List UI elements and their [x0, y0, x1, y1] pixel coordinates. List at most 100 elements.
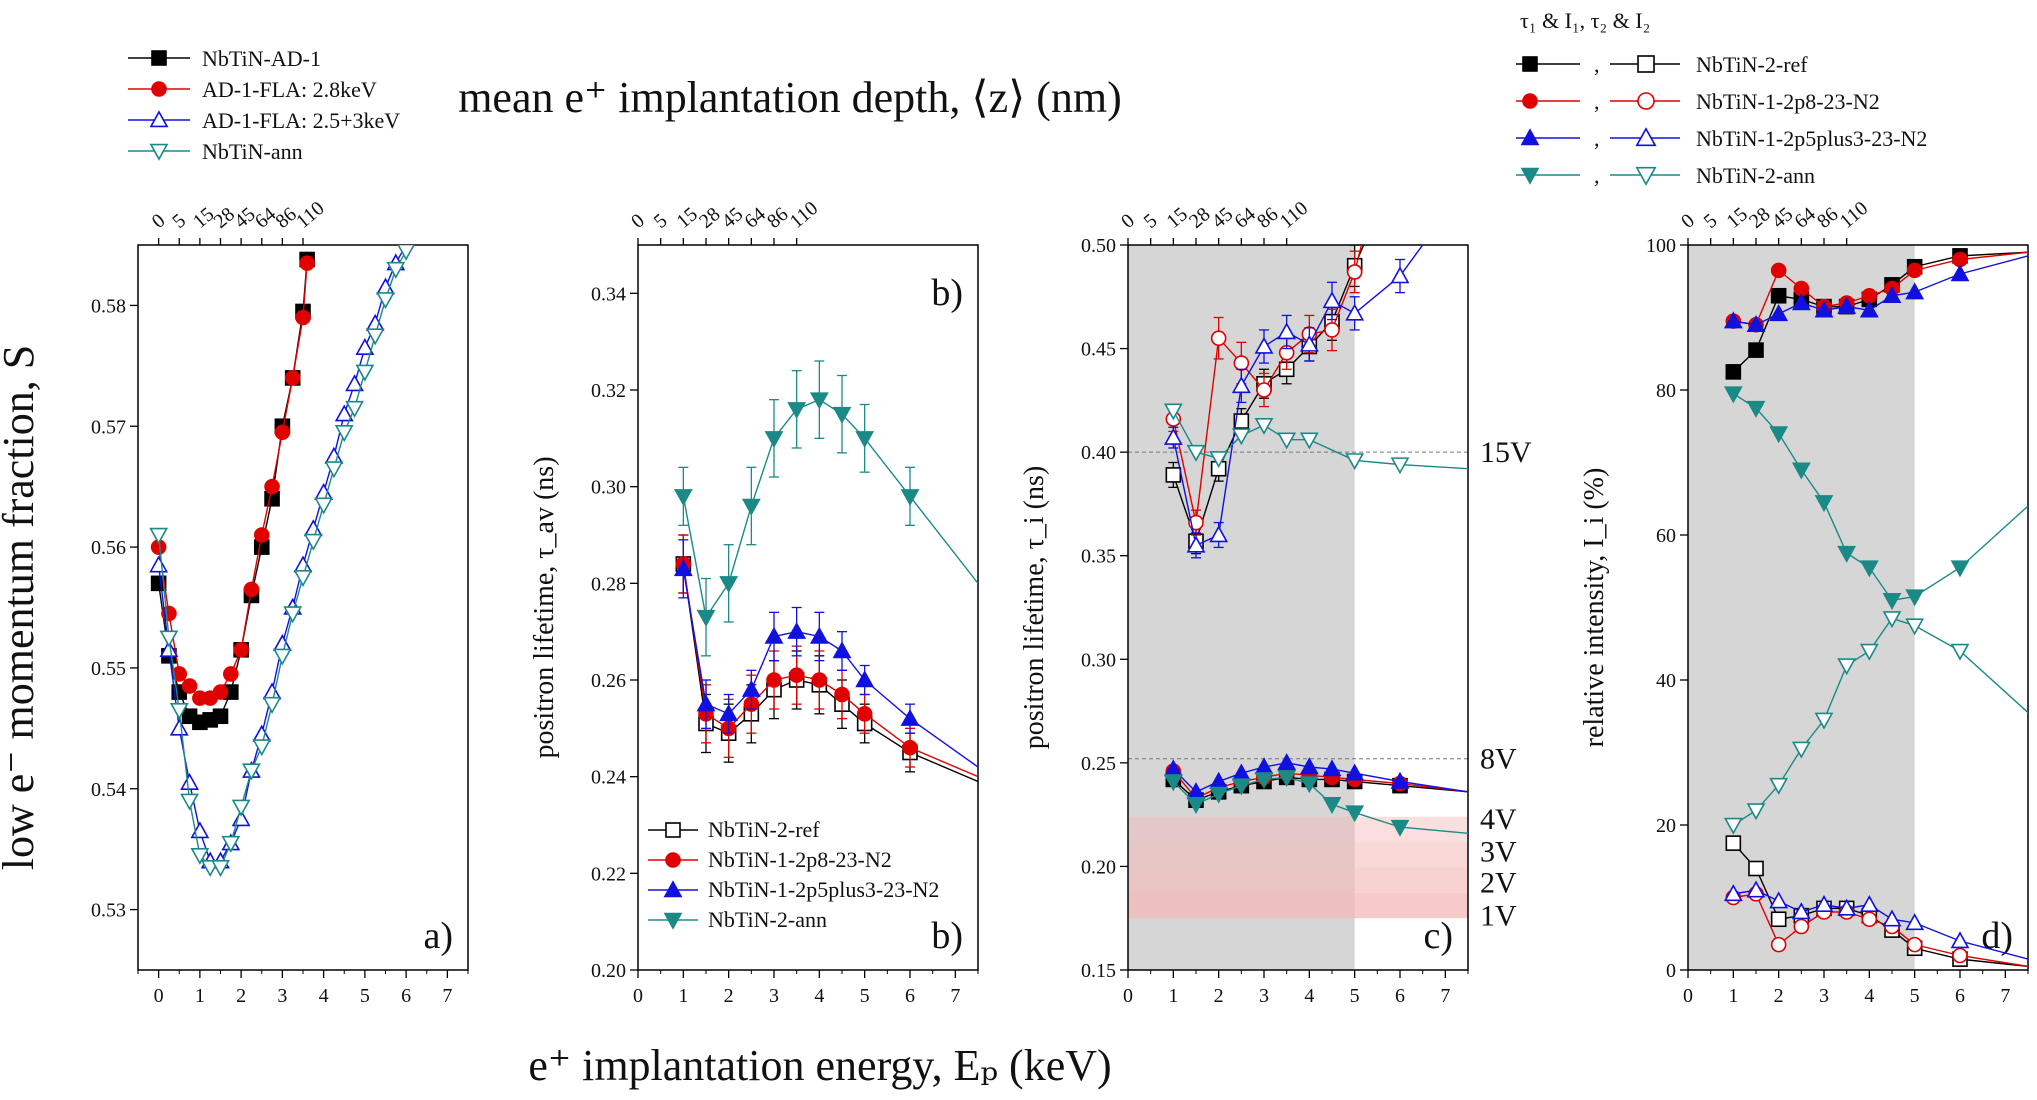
y-tick-label: 80 [1656, 380, 1676, 402]
data-point [1254, 772, 1274, 790]
data-point [190, 847, 210, 865]
x-tick-label: 7 [950, 985, 960, 1007]
legend-marker [663, 880, 683, 898]
data-point [262, 682, 282, 700]
data-point [764, 431, 784, 449]
x-tick-label: 2 [1774, 985, 1784, 1007]
data-point [1256, 382, 1272, 398]
legend-cd-label: NbTiN-2-ann [1696, 163, 1815, 188]
x-tick-label: 4 [1864, 985, 1874, 1007]
data-point [180, 793, 199, 811]
x-tick-label: 0 [154, 985, 164, 1007]
series-line [157, 250, 407, 868]
data-point [1837, 296, 1857, 314]
data-point [1163, 774, 1183, 792]
data-point [397, 245, 415, 261]
x-tick-label: 2 [1214, 985, 1224, 1007]
x-tick-label: 5 [1910, 985, 1920, 1007]
x-tick-label: 6 [1955, 985, 1965, 1007]
data-point [788, 667, 805, 683]
data-point [252, 724, 272, 742]
legend-cd-marker-open [1637, 55, 1655, 73]
data-point [1791, 902, 1811, 920]
legend-cd-marker-open [1635, 127, 1657, 147]
reference-level-label: 15V [1480, 436, 1532, 469]
legend-cd-separator: , [1594, 89, 1600, 114]
data-point [295, 309, 311, 326]
data-point [1861, 911, 1878, 928]
x-tick-label: 0 [1123, 985, 1133, 1007]
x-tick-label: 5 [1350, 985, 1360, 1007]
data-point [1882, 593, 1902, 610]
legend-cd-marker-filled [1520, 128, 1540, 146]
y-tick-label: 0.28 [591, 573, 626, 595]
y-axis-label: positron lifetime, τ_i (ns) [1019, 466, 1050, 749]
data-point [696, 609, 716, 627]
data-point [1209, 525, 1229, 543]
data-point [1837, 545, 1857, 563]
data-point [303, 533, 323, 551]
data-point [264, 478, 280, 495]
legend-label: NbTiN-2-ref [708, 817, 820, 842]
data-point [900, 489, 920, 507]
legend-marker [665, 852, 681, 868]
chart-panel-1: 0 1 2 3 4 5 6 70515284564861100.530.540.550.560… [0, 197, 469, 1007]
data-point [1950, 264, 1970, 282]
data-point [787, 621, 807, 639]
data-point [1791, 293, 1811, 311]
x-tick-label: 3 [277, 985, 287, 1007]
data-point [180, 773, 199, 790]
x-tick-label: 6 [905, 985, 915, 1007]
legend-cd-separator: , [1594, 52, 1600, 77]
data-point [1793, 918, 1810, 935]
data-point [811, 672, 828, 688]
data-point [272, 634, 292, 651]
data-point [1390, 819, 1410, 837]
y-tick-label: 0.25 [1081, 753, 1116, 775]
data-point [1814, 712, 1834, 730]
legend-cd-label: NbTiN-1-2p8-23-N2 [1696, 89, 1880, 114]
data-point [1277, 753, 1297, 771]
data-point [159, 630, 179, 648]
data-point [181, 678, 198, 694]
top-tick-label: 110 [1836, 197, 1873, 233]
y-tick-label: 0.45 [1081, 339, 1116, 361]
x-tick-label: 0 [633, 985, 643, 1007]
reference-level-label: 3V [1480, 836, 1517, 869]
data-point [1725, 364, 1742, 380]
y-tick-label: 100 [1646, 235, 1676, 257]
series-line [1172, 245, 1365, 544]
y-tick-label: 0.32 [591, 380, 626, 402]
data-point [1299, 334, 1319, 352]
data-point [1209, 786, 1229, 804]
data-point [719, 576, 739, 594]
data-point [242, 763, 261, 781]
data-point [284, 370, 301, 386]
legend-a-marker [151, 50, 167, 66]
data-point [169, 718, 189, 736]
top-tick-label: 5 [650, 210, 672, 233]
data-point [719, 704, 739, 722]
data-point [832, 641, 852, 659]
data-point [1163, 403, 1183, 421]
data-point [1814, 895, 1834, 912]
data-point [1770, 936, 1787, 953]
data-point [345, 400, 364, 418]
data-point [1723, 817, 1743, 835]
panel-label: c) [1423, 915, 1453, 957]
data-point [832, 406, 852, 424]
legend-cd-separator: , [1594, 163, 1600, 188]
data-point [1277, 322, 1297, 340]
data-point [902, 739, 918, 756]
x-tick-label: 1 [1728, 985, 1738, 1007]
data-point [1906, 936, 1923, 953]
data-point [1345, 453, 1365, 471]
data-point [1723, 311, 1743, 329]
y-tick-label: 0.55 [91, 658, 126, 680]
data-point [1725, 835, 1742, 851]
data-point [1746, 400, 1766, 418]
data-point [334, 404, 354, 422]
top-tick-label: 110 [1276, 197, 1313, 233]
data-point [252, 739, 272, 757]
series-line [1172, 245, 1363, 523]
